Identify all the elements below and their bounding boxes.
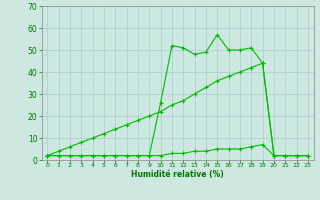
X-axis label: Humidité relative (%): Humidité relative (%) (131, 170, 224, 179)
